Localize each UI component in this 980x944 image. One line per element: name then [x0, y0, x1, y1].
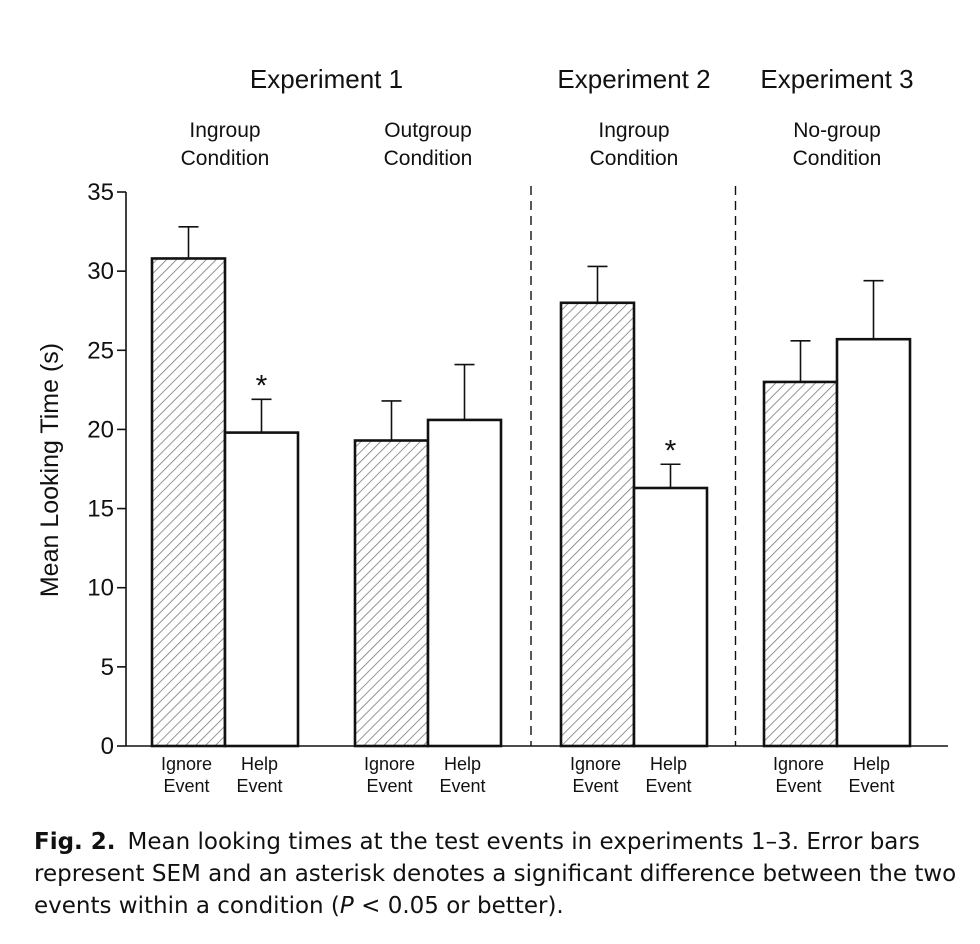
caption-tail: < 0.05 or better). [353, 893, 564, 919]
bar [150, 257, 227, 748]
experiment-label: Experiment 1 [250, 64, 403, 94]
event-label: Event [366, 776, 412, 796]
event-label: Help [650, 754, 687, 774]
event-label: Ignore [773, 754, 824, 774]
y-axis-label: Mean Looking Time (s) [36, 343, 64, 597]
significance-asterisk: * [256, 369, 268, 402]
caption-text: Mean looking times at the test events in… [34, 829, 957, 919]
condition-label: Outgroup [384, 119, 472, 142]
event-label: Ignore [364, 754, 415, 774]
y-tick-label: 35 [87, 179, 114, 206]
condition-label: Condition [384, 147, 473, 170]
condition-label: No-group [793, 119, 881, 142]
condition-label: Condition [590, 147, 679, 170]
event-label: Help [444, 754, 481, 774]
event-label: Event [439, 776, 485, 796]
y-tick-label: 30 [87, 258, 114, 285]
significance-asterisk: * [665, 434, 677, 467]
bar [762, 380, 839, 748]
y-tick-label: 5 [101, 654, 114, 681]
event-label: Help [241, 754, 278, 774]
event-label: Help [853, 754, 890, 774]
event-label: Event [645, 776, 691, 796]
condition-label: Ingroup [189, 119, 260, 142]
event-label: Ignore [161, 754, 212, 774]
condition-label: Condition [793, 147, 882, 170]
figure-label: Fig. 2. [34, 829, 116, 855]
y-tick-label: 25 [87, 337, 114, 364]
caption-italic: P [339, 893, 354, 919]
bar [426, 418, 503, 748]
bar-chart: Ingroup Condition Outgroup Condition Ingroup… [36, 64, 948, 796]
event-label: Event [775, 776, 821, 796]
y-tick-label: 0 [101, 733, 114, 760]
bar [632, 486, 709, 748]
experiment-label: Experiment 3 [760, 64, 913, 94]
bar [353, 439, 430, 748]
y-tick-label: 15 [87, 496, 114, 523]
event-label: Ignore [570, 754, 621, 774]
bar [835, 337, 912, 748]
event-label: Event [848, 776, 894, 796]
figure-caption: Fig. 2. Mean looking times at the test ev… [34, 826, 964, 922]
y-tick-label: 10 [87, 575, 114, 602]
event-label: Event [572, 776, 618, 796]
experiment-label: Experiment 2 [557, 64, 710, 94]
condition-label: Ingroup [598, 119, 669, 142]
condition-label: Condition [181, 147, 270, 170]
event-label: Event [236, 776, 282, 796]
bar [223, 431, 300, 748]
event-label: Event [163, 776, 209, 796]
y-tick-label: 20 [87, 416, 114, 443]
bar [559, 301, 636, 748]
